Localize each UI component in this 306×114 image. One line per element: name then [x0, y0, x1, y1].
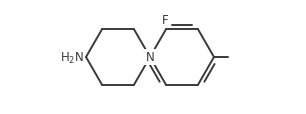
Text: F: F	[162, 14, 168, 27]
Text: H$_2$N: H$_2$N	[60, 50, 84, 65]
Text: N: N	[146, 51, 154, 64]
